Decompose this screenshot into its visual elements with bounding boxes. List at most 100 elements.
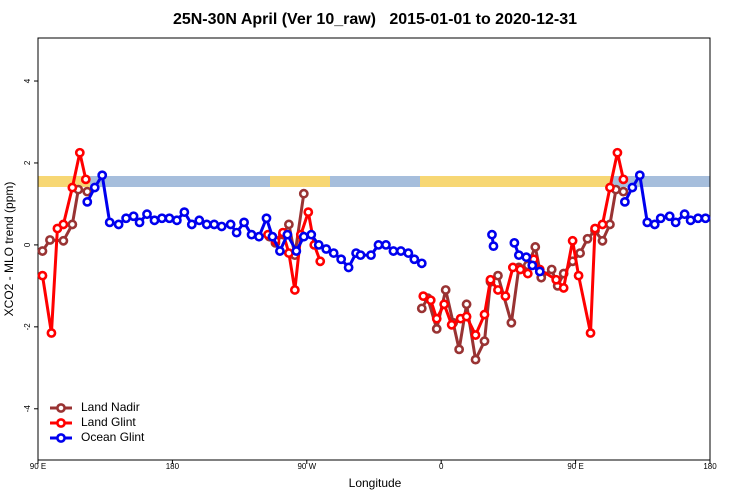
point <box>37 246 48 256</box>
point <box>493 285 503 295</box>
point <box>82 196 93 207</box>
point <box>416 303 427 314</box>
point <box>225 219 236 230</box>
legend-label: Land Nadir <box>81 400 140 414</box>
point <box>403 248 414 258</box>
point <box>149 215 160 226</box>
point <box>605 182 615 193</box>
plot-frame <box>37 37 711 461</box>
point <box>488 241 499 252</box>
land-band <box>420 176 612 187</box>
point <box>590 223 600 234</box>
point <box>530 242 541 252</box>
point <box>121 213 132 224</box>
point <box>134 217 145 228</box>
point <box>97 170 108 181</box>
point <box>431 313 442 324</box>
point <box>89 182 100 193</box>
point <box>45 235 55 245</box>
point <box>306 229 317 240</box>
point <box>522 268 533 279</box>
point <box>395 246 406 256</box>
point <box>470 354 481 365</box>
point <box>507 262 518 273</box>
point <box>558 283 569 293</box>
point <box>298 188 309 199</box>
point <box>670 217 681 228</box>
point <box>291 246 302 256</box>
point <box>58 235 69 246</box>
point <box>627 182 638 193</box>
point <box>685 215 696 226</box>
x-tick-label: 180 <box>703 462 717 471</box>
point <box>521 252 532 263</box>
point <box>283 219 294 230</box>
point <box>618 174 629 185</box>
point <box>700 213 711 224</box>
point <box>418 291 429 302</box>
point <box>216 221 227 232</box>
point <box>479 309 490 320</box>
point <box>343 262 354 273</box>
point <box>171 215 182 226</box>
point <box>534 266 545 277</box>
point <box>425 295 436 306</box>
point <box>157 213 167 224</box>
point <box>298 231 309 242</box>
x-tick-label: 90 W <box>297 462 316 471</box>
legend-label: Land Glint <box>81 415 136 429</box>
point <box>201 219 212 230</box>
point <box>513 250 524 261</box>
point <box>567 235 578 246</box>
point <box>551 274 562 285</box>
point <box>283 248 294 258</box>
ocean-band <box>38 176 710 187</box>
point <box>254 231 264 242</box>
x-axis-title: Longitude <box>349 476 402 490</box>
point <box>261 213 272 224</box>
point <box>142 209 152 220</box>
point <box>186 219 197 230</box>
point <box>194 215 205 226</box>
point <box>597 235 608 246</box>
point <box>58 219 69 230</box>
point <box>612 147 623 158</box>
point <box>431 323 442 334</box>
point <box>366 250 376 261</box>
point <box>37 270 48 281</box>
y-tick-label: -2 <box>23 323 32 331</box>
point <box>619 196 630 207</box>
point <box>546 264 557 275</box>
point <box>515 264 526 275</box>
point <box>373 240 384 250</box>
point <box>388 246 399 256</box>
point <box>381 240 391 250</box>
land-band <box>38 176 90 187</box>
point <box>470 330 481 340</box>
point <box>328 248 339 258</box>
point <box>642 217 653 228</box>
point <box>409 254 420 265</box>
x-tick-label: 0 <box>439 462 444 471</box>
point <box>605 219 615 230</box>
point <box>461 299 472 310</box>
point <box>231 227 242 238</box>
legend-marker <box>56 418 66 428</box>
point <box>655 213 666 224</box>
point <box>585 328 596 338</box>
point <box>315 256 326 267</box>
point <box>113 219 124 230</box>
point <box>500 291 511 302</box>
point <box>493 270 503 281</box>
y-tick-label: 4 <box>23 78 32 83</box>
point <box>104 217 115 228</box>
point <box>313 240 324 250</box>
point <box>454 344 465 355</box>
point <box>634 170 645 181</box>
y-tick-label: -4 <box>23 405 32 413</box>
point <box>664 211 675 222</box>
point <box>321 244 332 254</box>
point <box>679 209 690 220</box>
point <box>446 319 457 330</box>
point <box>439 299 450 310</box>
